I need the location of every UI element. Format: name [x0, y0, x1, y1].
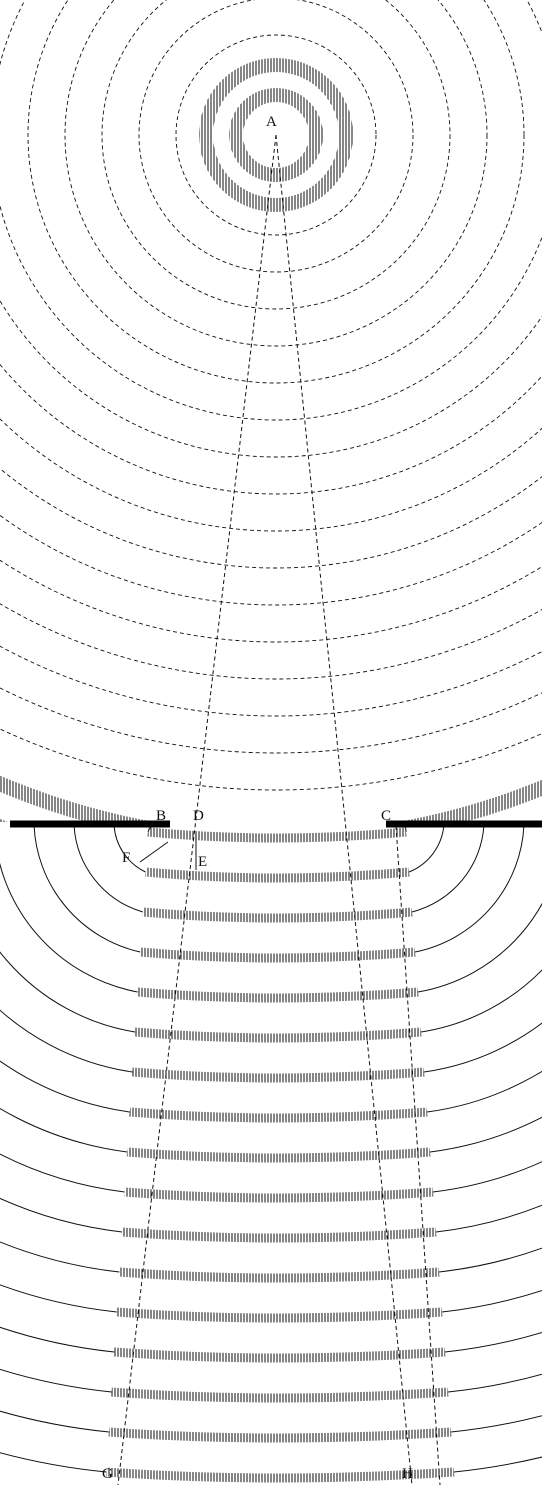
incident-wavefront-dashed	[0, 603, 542, 680]
label-c: C	[381, 808, 391, 824]
diffracted-wavefront-band	[126, 1147, 431, 1163]
label-e: E	[198, 854, 207, 870]
diffracted-wavefront-band	[129, 1107, 428, 1123]
diffracted-wavefront-band	[121, 1227, 437, 1243]
edge-wavelet-right	[447, 1373, 542, 1393]
source-ring	[229, 88, 323, 182]
label-f: F	[122, 850, 130, 866]
diffracted-wavefront-band	[113, 1347, 446, 1363]
edge-wavelet-right	[423, 1022, 542, 1073]
edge-wavelet-left	[113, 826, 146, 873]
diffracted-wavefront-band	[124, 1187, 434, 1203]
incident-wavefront-dashed	[0, 363, 542, 495]
edge-wavelet-right	[435, 1204, 542, 1233]
incident-wavefront-dashed	[0, 418, 542, 532]
diffracted-wavefront-band	[144, 867, 410, 883]
incident-wavefronts	[0, 0, 542, 919]
diffracted-wavefronts	[0, 826, 542, 1483]
edge-wavelet-left	[33, 826, 141, 953]
incident-wavefront-dashed	[0, 299, 542, 458]
edge-wavelet-right	[450, 1415, 542, 1433]
incident-wavefront-dashed	[0, 645, 542, 717]
label-g: G	[102, 1466, 113, 1482]
edge-wavelet-left	[0, 1107, 128, 1153]
edge-wavelet-right	[441, 1289, 542, 1313]
diffracted-wavefront-band	[108, 1427, 452, 1443]
label-d: D	[193, 808, 204, 824]
ray-a-h	[275, 134, 413, 1486]
edge-wavelet-right	[426, 1070, 542, 1113]
ray-c-outer	[395, 825, 441, 1486]
ray-a-g	[117, 134, 277, 1486]
incident-wavefront-band	[0, 818, 8, 822]
edge-wavelet-right	[411, 826, 485, 913]
edge-wavelet-left	[73, 826, 143, 913]
source-ring	[199, 58, 353, 212]
edge-wavelet-right	[404, 826, 407, 833]
edge-wavelet-left	[0, 1197, 123, 1233]
incident-wavefront-dashed	[138, 0, 414, 273]
edge-wavelet-right	[417, 902, 542, 993]
edge-wavelet-right	[453, 1456, 542, 1473]
edge-wavelet-right	[408, 826, 445, 873]
label-h: H	[402, 1466, 413, 1482]
diffracted-wavefront-band	[111, 1387, 449, 1403]
edge-wavelet-left	[0, 1326, 115, 1353]
edge-wavelet-left	[0, 1284, 117, 1313]
edge-wavelet-right	[429, 1116, 542, 1153]
diffracted-wavefront-band	[119, 1267, 440, 1283]
diffracted-wavefront-band	[134, 1027, 422, 1043]
construction-line-bf	[139, 841, 169, 863]
incident-wavefront-dashed	[0, 467, 542, 569]
edge-wavelet-right	[420, 969, 542, 1033]
edge-wavelet-left	[0, 862, 138, 993]
edge-wavelet-left	[0, 1060, 130, 1113]
edge-wavelet-right	[438, 1247, 542, 1273]
incident-wavefront-dashed	[64, 0, 488, 347]
diffracted-wavefront-band	[147, 827, 407, 843]
incident-wavefront-dashed	[0, 514, 542, 606]
diffracted-wavefront-band	[132, 1067, 425, 1083]
ray-lines	[117, 134, 441, 1486]
diffracted-wavefront-band	[116, 1307, 443, 1323]
incident-wavefront-band	[0, 0, 542, 919]
edge-wavelet-left	[0, 951, 136, 1033]
diffracted-wavefront-band	[106, 1467, 455, 1483]
edge-wavelet-left	[0, 1452, 107, 1473]
incident-wavefront-dashed	[175, 34, 377, 236]
diffracted-wavefront-band	[137, 987, 419, 1003]
label-a: A	[266, 114, 277, 130]
incident-wavefront-dashed	[27, 0, 525, 384]
edge-wavelet-left	[0, 1410, 110, 1433]
edge-wavelet-left	[147, 826, 153, 833]
edge-wavelet-right	[444, 1331, 542, 1353]
edge-wavelet-right	[414, 826, 525, 953]
edge-wavelet-left	[0, 1241, 120, 1273]
edge-wavelet-left	[0, 1153, 125, 1193]
incident-wavefront-dashed	[0, 687, 542, 754]
diffracted-wavefront-band	[142, 907, 413, 923]
incident-wavefront-dashed	[101, 0, 451, 310]
label-b: B	[156, 808, 166, 824]
edge-wavelet-left	[0, 1009, 133, 1073]
edge-wavelet-left	[0, 1368, 112, 1393]
diffracted-wavefront-band	[139, 947, 416, 963]
edge-wavelet-right	[432, 1161, 542, 1193]
